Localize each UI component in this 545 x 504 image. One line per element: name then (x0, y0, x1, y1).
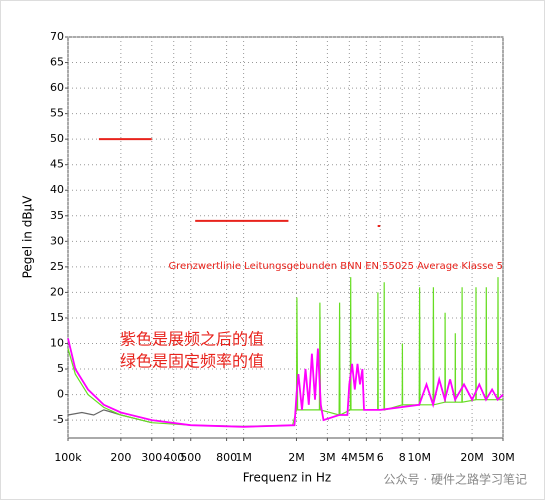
x-tick-label: 20M (460, 451, 484, 464)
y-tick-label: 45 (50, 158, 64, 171)
x-tick-label: 300 (141, 451, 162, 464)
y-tick-label: 25 (50, 260, 64, 273)
y-tick-label: 30 (50, 234, 64, 247)
x-axis-label: Frequenz in Hz (243, 471, 331, 485)
x-tick-label: 8 (399, 451, 406, 464)
x-tick-label: 400 (163, 451, 184, 464)
x-tick-label: 4M (341, 451, 358, 464)
y-tick-label: 20 (50, 285, 64, 298)
y-tick-label: 35 (50, 209, 64, 222)
x-tick-label: 3M (319, 451, 336, 464)
y-tick-label: 70 (50, 30, 64, 43)
y-tick-label: 40 (50, 183, 64, 196)
y-tick-label: 5 (57, 362, 64, 375)
watermark: 公众号 · 硬件之路学习笔记 (384, 472, 527, 487)
y-tick-label: 50 (50, 132, 64, 145)
annotation: 绿色是固定频率的值 (120, 352, 264, 371)
annotation: 紫色是展频之后的值 (120, 330, 264, 349)
limit-label: Grenzwertlinie Leitungsgebunden BNN EN 5… (168, 261, 503, 272)
x-tick-label: 100k (54, 451, 82, 464)
series-line (67, 338, 504, 428)
x-tick-label: 30M (491, 451, 515, 464)
y-tick-label: -5 (53, 413, 64, 426)
y-tick-label: 10 (50, 336, 64, 349)
y-tick-label: 60 (50, 81, 64, 94)
x-tick-label: 200 (110, 451, 131, 464)
series-line (67, 277, 503, 427)
x-tick-label: 800 (216, 451, 237, 464)
y-tick-label: 0 (57, 388, 64, 401)
x-tick-label: 2M (288, 451, 305, 464)
x-tick-label: 1M (235, 451, 252, 464)
x-tick-label: 6 (377, 451, 384, 464)
y-tick-label: 65 (50, 56, 64, 69)
y-axis-label: Pegel in dBµV (21, 195, 35, 279)
x-tick-label: 500 (180, 451, 201, 464)
x-tick-label: 5M (358, 451, 375, 464)
y-tick-label: 55 (50, 107, 64, 120)
y-tick-label: 15 (50, 311, 64, 324)
x-tick-label: 10M (407, 451, 431, 464)
